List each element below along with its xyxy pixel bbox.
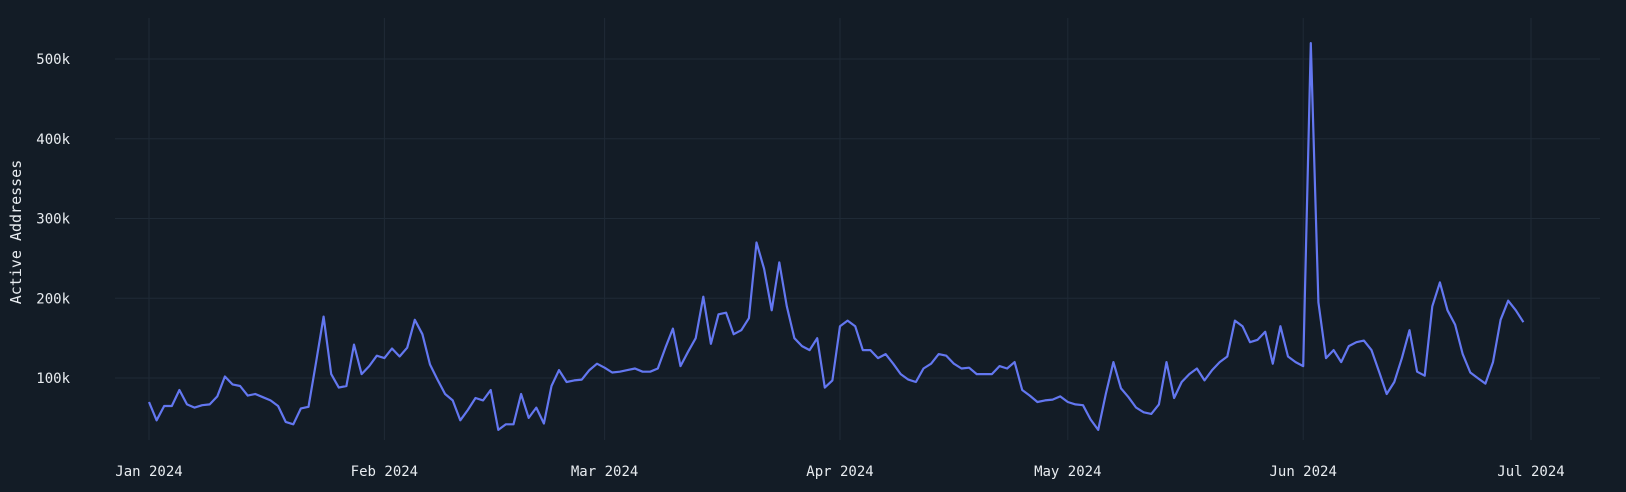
x-axis: Jan 2024 Feb 2024 Mar 2024 Apr 2024 May 2024… (115, 464, 1564, 480)
y-axis-title: Active Addresses (7, 160, 25, 305)
y-tick-label: 300k (36, 212, 70, 228)
y-axis: 100k 200k 300k 400k 500k (36, 52, 70, 387)
x-tick-label: May 2024 (1034, 464, 1101, 480)
x-tick-label: Jul 2024 (1497, 464, 1564, 480)
y-tick-label: 200k (36, 291, 70, 307)
x-tick-label: Jan 2024 (115, 464, 182, 480)
x-tick-label: Jun 2024 (1269, 464, 1336, 480)
grid (115, 18, 1600, 440)
series-line (147, 41, 1525, 431)
y-tick-label: 400k (36, 132, 70, 148)
x-tick-label: Feb 2024 (351, 464, 418, 480)
y-tick-label: 500k (36, 52, 70, 68)
y-tick-label: 100k (36, 371, 70, 387)
x-tick-label: Apr 2024 (806, 464, 873, 480)
x-tick-label: Mar 2024 (571, 464, 638, 480)
series (147, 41, 1525, 431)
